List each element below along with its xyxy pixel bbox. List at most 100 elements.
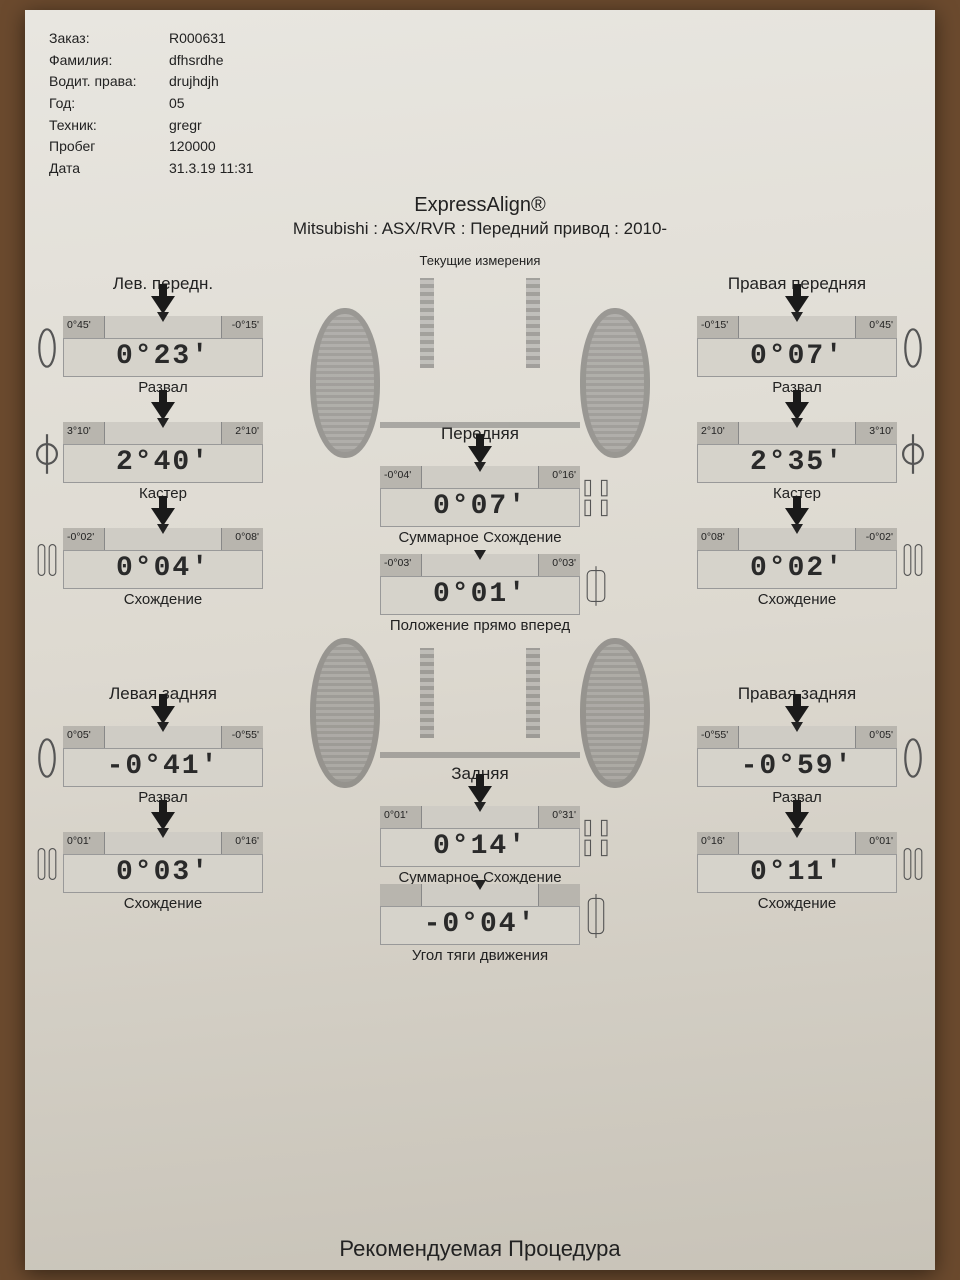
- front-left-toe-gauge: -0°02' 0°08' 0°04': [63, 528, 263, 589]
- alignment-report-page: Заказ:R000631 Фамилия:dfhsrdhe Водит. пр…: [25, 10, 935, 1270]
- limit-low: 0°01': [384, 809, 408, 821]
- limit-high: -0°15': [232, 319, 259, 331]
- front-right-toe-gauge: 0°08' -0°02' 0°02': [697, 528, 897, 589]
- gauge-value: 0°23': [63, 338, 263, 377]
- toe-wheel-icon: [33, 538, 61, 582]
- gauge-value: -0°59': [697, 748, 897, 787]
- gauge-label: Положение прямо вперед: [365, 617, 595, 634]
- limit-high: 0°45': [869, 319, 893, 331]
- current-measurements-title: Текущие измерения: [49, 253, 911, 268]
- gauge-value: 2°35': [697, 444, 897, 483]
- front-right-column: Правая передняя -0°15' 0°45' 0°07' Разва…: [687, 274, 907, 614]
- gauge-label: Угол тяги движения: [365, 947, 595, 964]
- hdr-value: 05: [169, 93, 185, 115]
- limit-high: 0°03': [552, 557, 576, 569]
- limit-high: 0°16': [552, 469, 576, 481]
- hdr-label: Заказ:: [49, 28, 169, 50]
- gauge-value: 0°07': [697, 338, 897, 377]
- limit-low: 0°08': [701, 531, 725, 543]
- hdr-value: gregr: [169, 115, 202, 137]
- hdr-value: 31.3.19 11:31: [169, 158, 254, 180]
- hdr-label: Пробег: [49, 136, 169, 158]
- limit-high: 2°10': [235, 425, 259, 437]
- limit-high: 0°05': [869, 729, 893, 741]
- limit-low: -0°03': [384, 557, 411, 569]
- hdr-label: Водит. права:: [49, 71, 169, 93]
- toe-wheel-icon: [899, 842, 927, 886]
- limit-low: 3°10': [67, 425, 91, 437]
- gauge-value: 0°01': [380, 576, 580, 615]
- caster-wheel-icon: [899, 432, 927, 476]
- hdr-label: Фамилия:: [49, 50, 169, 72]
- front-center-column: Передняя -0°04' 0°16' 0°07' Суммарное Сх…: [365, 424, 595, 552]
- gauge-value: 0°14': [380, 828, 580, 867]
- camber-wheel-icon: [33, 326, 61, 370]
- gauge-label: Схождение: [687, 591, 907, 608]
- toe-wheel-icon: [899, 538, 927, 582]
- rear-right-camber-gauge: -0°55' 0°05' -0°59': [697, 726, 897, 787]
- rear-left-column: Левая задняя 0°05' -0°55' -0°41' Развал …: [53, 684, 273, 918]
- limit-low: -0°15': [701, 319, 728, 331]
- limit-low: 0°45': [67, 319, 91, 331]
- rear-left-camber-gauge: 0°05' -0°55' -0°41': [63, 726, 263, 787]
- rear-center-column: Задняя 0°01' 0°31' 0°14' Суммарное Схожд…: [365, 764, 595, 892]
- rear-total-toe-gauge: 0°01' 0°31' 0°14': [380, 806, 580, 867]
- camber-wheel-icon: [899, 326, 927, 370]
- front-total-toe-gauge: -0°04' 0°16' 0°07': [380, 466, 580, 527]
- recommended-procedure-title: Рекомендуемая Процедура: [25, 1236, 935, 1262]
- gauge-value: 0°03': [63, 854, 263, 893]
- front-left-caster-gauge: 3°10' 2°10' 2°40': [63, 422, 263, 483]
- gauge-value: 0°02': [697, 550, 897, 589]
- gauge-value: -0°41': [63, 748, 263, 787]
- total-toe-icon: [582, 476, 610, 520]
- front-right-caster-gauge: 2°10' 3°10' 2°35': [697, 422, 897, 483]
- hdr-value: dfhsrdhe: [169, 50, 223, 72]
- limit-low: -0°02': [67, 531, 94, 543]
- front-left-camber-gauge: 0°45' -0°15' 0°23': [63, 316, 263, 377]
- limit-low: -0°55': [701, 729, 728, 741]
- limit-low: 0°16': [701, 835, 725, 847]
- front-right-camber-gauge: -0°15' 0°45' 0°07': [697, 316, 897, 377]
- camber-wheel-icon: [899, 736, 927, 780]
- title-sub: Mitsubishi : ASX/RVR : Передний привод :…: [49, 219, 911, 239]
- limit-low: 0°01': [67, 835, 91, 847]
- limit-high: 0°08': [235, 531, 259, 543]
- caster-wheel-icon: [33, 432, 61, 476]
- hdr-value: R000631: [169, 28, 226, 50]
- rear-right-toe-gauge: 0°16' 0°01' 0°11': [697, 832, 897, 893]
- front-straight-gauge: -0°03' 0°03' 0°01': [380, 554, 580, 615]
- limit-high: 0°31': [552, 809, 576, 821]
- gauge-value: 2°40': [63, 444, 263, 483]
- hdr-label: Техник:: [49, 115, 169, 137]
- rear-left-toe-gauge: 0°01' 0°16' 0°03': [63, 832, 263, 893]
- thrust-angle-icon: [582, 894, 610, 938]
- hdr-label: Год:: [49, 93, 169, 115]
- limit-high: -0°02': [866, 531, 893, 543]
- total-toe-icon: [582, 816, 610, 860]
- rear-axle-section: Левая задняя 0°05' -0°55' -0°41' Развал …: [49, 684, 911, 984]
- gauge-value: 0°07': [380, 488, 580, 527]
- gauge-label: Суммарное Схождение: [365, 529, 595, 546]
- hdr-label: Дата: [49, 158, 169, 180]
- toe-wheel-icon: [33, 842, 61, 886]
- gauge-label: Схождение: [53, 591, 273, 608]
- limit-low: 2°10': [701, 425, 725, 437]
- title-block: ExpressAlign® Mitsubishi : ASX/RVR : Пер…: [49, 194, 911, 239]
- gauge-label: Схождение: [687, 895, 907, 912]
- limit-low: 0°05': [67, 729, 91, 741]
- gauge-value: -0°04': [380, 906, 580, 945]
- limit-high: 0°16': [235, 835, 259, 847]
- rear-right-column: Правая задняя -0°55' 0°05' -0°59' Развал…: [687, 684, 907, 918]
- limit-high: -0°55': [232, 729, 259, 741]
- front-left-column: Лев. передн. 0°45' -0°15' 0°23' Развал 3…: [53, 274, 273, 614]
- limit-low: -0°04': [384, 469, 411, 481]
- limit-high: 0°01': [869, 835, 893, 847]
- straight-ahead-icon: [582, 564, 610, 608]
- gauge-label: Схождение: [53, 895, 273, 912]
- thrust-angle-gauge: -0°04': [380, 884, 580, 945]
- camber-wheel-icon: [33, 736, 61, 780]
- hdr-value: 120000: [169, 136, 216, 158]
- header-info-block: Заказ:R000631 Фамилия:dfhsrdhe Водит. пр…: [49, 28, 911, 180]
- hdr-value: drujhdjh: [169, 71, 219, 93]
- front-straight-ahead-block: -0°03' 0°03' 0°01' Положение прямо впере…: [365, 554, 595, 640]
